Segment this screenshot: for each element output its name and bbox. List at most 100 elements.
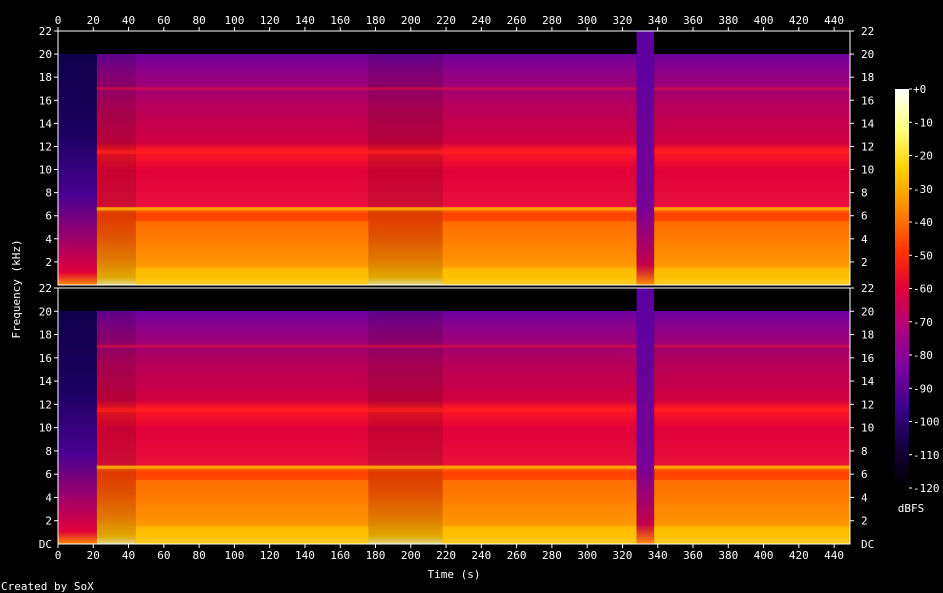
harmonic-band [654, 150, 850, 155]
x-tick-label: 120 [260, 549, 280, 562]
y-tick-label: 14 [39, 117, 53, 130]
x-tick-label: 60 [157, 549, 170, 562]
time-segment-4 [368, 288, 443, 544]
x-tick-label: 80 [192, 14, 205, 27]
y-tick-label: 6 [861, 468, 868, 481]
y-tick-label: 14 [861, 375, 875, 388]
x-tick-label: 40 [122, 14, 135, 27]
y-tick-label: 6 [45, 468, 52, 481]
harmonic-band [96, 87, 136, 91]
x-tick-label: 0 [55, 14, 62, 27]
x-tick-label: 100 [224, 549, 244, 562]
y-tick-label: 8 [861, 187, 868, 200]
low-freq-energy [135, 526, 369, 544]
time-segment-7 [654, 288, 850, 544]
x-tick-label: 100 [224, 14, 244, 27]
y-tick-label: 20 [39, 305, 52, 318]
low-freq-energy [442, 526, 637, 544]
colorbar-tick-label: -110 [913, 449, 940, 462]
harmonic-band [96, 150, 136, 155]
y-tick-label: 20 [39, 48, 52, 61]
time-segment-2 [96, 31, 136, 285]
harmonic-band [368, 150, 443, 155]
y-tick-label: 18 [861, 71, 874, 84]
x-tick-label: 260 [507, 549, 527, 562]
y-tick-label: DC [39, 538, 52, 551]
y-tick-label: 8 [45, 445, 52, 458]
x-tick-label: 280 [542, 14, 562, 27]
y-tick-label: 20 [861, 305, 874, 318]
x-tick-label: 440 [824, 549, 844, 562]
x-tick-label: 60 [157, 14, 170, 27]
harmonic-band [442, 87, 637, 91]
y-tick-label: 16 [39, 94, 52, 107]
y-tick-label: 18 [861, 329, 874, 342]
x-tick-label: 400 [754, 549, 774, 562]
tone-band [135, 465, 369, 469]
time-segment-7 [654, 31, 850, 285]
low-freq-energy [654, 526, 850, 544]
x-tick-label: 320 [613, 549, 633, 562]
time-segment-5 [442, 288, 637, 544]
colorbar-tick-label: -80 [913, 349, 933, 362]
harmonic-band [368, 408, 443, 413]
y-tick-label: 10 [39, 422, 52, 435]
y-tick-label: 14 [861, 117, 875, 130]
x-tick-label: 80 [192, 549, 205, 562]
x-tick-label: 420 [789, 14, 809, 27]
x-tick-label: 120 [260, 14, 280, 27]
x-tick-label: 140 [295, 14, 315, 27]
colorbar-tick-label: -60 [913, 283, 933, 296]
tone-band [135, 207, 369, 211]
y-tick-label: 8 [861, 445, 868, 458]
colorbar-tick-label: -90 [913, 382, 933, 395]
y-tick-label: 6 [861, 210, 868, 223]
x-tick-label: 440 [824, 14, 844, 27]
colorbar-tick-label: +0 [913, 83, 926, 96]
x-tick-label: 380 [718, 14, 738, 27]
tone-band [442, 465, 637, 469]
y-tick-label: 4 [861, 233, 868, 246]
y-tick-label: 10 [861, 422, 874, 435]
y-tick-label: 4 [45, 491, 52, 504]
colorbar-tick-label: -10 [913, 116, 933, 129]
y-tick-label: 10 [39, 164, 52, 177]
y-tick-label: 18 [39, 71, 52, 84]
harmonic-band [654, 87, 850, 91]
y-tick-label: 18 [39, 329, 52, 342]
colorbar-tick-label: -30 [913, 183, 933, 196]
plot-frame [57, 287, 851, 545]
tone-band [442, 207, 637, 211]
harmonic-band [442, 408, 637, 413]
y-tick-label: DC [861, 538, 874, 551]
x-tick-label: 220 [436, 549, 456, 562]
time-segment-6 [636, 288, 655, 544]
x-tick-label: 180 [366, 14, 386, 27]
harmonic-band [96, 344, 136, 348]
y-tick-label: 12 [39, 398, 52, 411]
x-tick-label: 200 [401, 549, 421, 562]
x-axis-label: Time (s) [428, 568, 481, 581]
x-tick-label: 20 [87, 549, 100, 562]
low-freq-energy [135, 267, 369, 285]
x-tick-label: 300 [577, 14, 597, 27]
time-segment-2 [96, 288, 136, 544]
x-tick-label: 240 [471, 14, 491, 27]
x-tick-label: 20 [87, 14, 100, 27]
y-tick-label: 2 [861, 515, 868, 528]
low-freq-energy [654, 267, 850, 285]
x-tick-label: 200 [401, 14, 421, 27]
x-tick-label: 280 [542, 549, 562, 562]
y-tick-label: 2 [45, 256, 52, 269]
colorbar-tick-label: -100 [913, 416, 940, 429]
tone-band [96, 207, 136, 211]
harmonic-band [654, 344, 850, 348]
harmonic-band [368, 344, 443, 348]
y-tick-label: 22 [861, 282, 874, 295]
channel-1-spectrogram [57, 30, 851, 286]
x-tick-label: 360 [683, 549, 703, 562]
y-tick-label: 12 [39, 140, 52, 153]
x-tick-label: 0 [55, 549, 62, 562]
harmonic-band [135, 87, 369, 91]
time-segment-3 [135, 31, 369, 285]
